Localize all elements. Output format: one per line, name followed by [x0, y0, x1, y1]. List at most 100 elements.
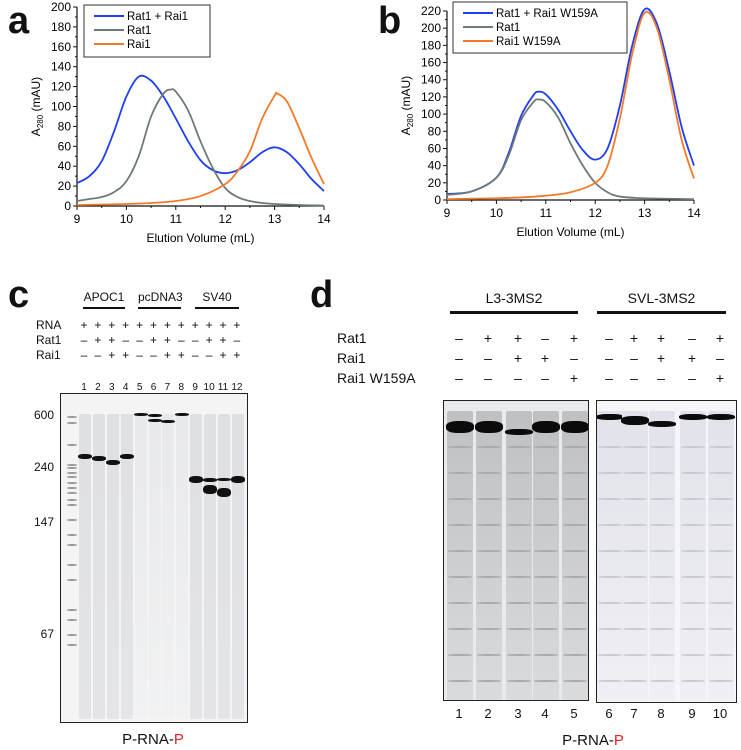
- minor-band: [448, 628, 472, 630]
- x-tick-label: 14: [687, 206, 701, 220]
- condition-label: Rai1 W159A: [337, 370, 416, 386]
- minor-band: [534, 498, 558, 500]
- condition-label: Rai1: [337, 350, 366, 366]
- condition-symbol: –: [191, 348, 199, 362]
- minor-band: [598, 654, 622, 656]
- condition-symbol: –: [541, 370, 549, 386]
- minor-band: [477, 498, 501, 500]
- gel-caption: P-RNA-P: [562, 732, 624, 749]
- minor-band: [650, 446, 674, 448]
- minor-band: [598, 628, 622, 630]
- minor-band: [650, 628, 674, 630]
- minor-band: [507, 654, 531, 656]
- rna-band: [189, 476, 204, 483]
- minor-band: [477, 524, 501, 526]
- lane-smear: [231, 414, 244, 719]
- condition-symbol: +: [715, 370, 725, 386]
- lane-number: 2: [95, 382, 101, 393]
- minor-band: [681, 680, 705, 682]
- y-tick-label: 20: [58, 179, 72, 193]
- rna-band: [91, 456, 106, 461]
- y-tick-label: 180: [51, 20, 71, 34]
- minor-band: [650, 472, 674, 474]
- lane-smear: [708, 411, 734, 701]
- minor-band: [709, 498, 733, 500]
- minor-band: [650, 524, 674, 526]
- minor-band: [623, 472, 647, 474]
- x-tick-label: 11: [170, 212, 183, 226]
- y-tick-label: 120: [421, 90, 441, 104]
- condition-symbol: –: [657, 370, 665, 386]
- x-tick-label: 9: [74, 212, 81, 226]
- lane-number: 11: [217, 382, 229, 393]
- minor-band: [477, 628, 501, 630]
- condition-symbol: +: [569, 370, 579, 386]
- minor-band: [448, 680, 472, 682]
- condition-symbol: –: [484, 350, 492, 366]
- lane-number: 6: [150, 382, 157, 393]
- condition-symbol: –: [630, 370, 638, 386]
- series-line-rai1-w159a: [446, 10, 695, 201]
- condition-symbol: +: [629, 330, 639, 346]
- ladder-band: [67, 467, 77, 469]
- group-label: SV40: [202, 290, 232, 304]
- y-tick-label: 200: [421, 21, 441, 35]
- condition-symbol: –: [136, 348, 143, 362]
- y-tick-label: 100: [51, 100, 71, 114]
- size-marker-label: 240: [33, 460, 54, 474]
- minor-band: [507, 472, 531, 474]
- minor-band: [681, 550, 705, 552]
- condition-symbol: +: [191, 318, 199, 332]
- condition-symbol: +: [122, 348, 130, 362]
- condition-symbol: –: [150, 348, 157, 362]
- minor-band: [598, 472, 622, 474]
- minor-band: [477, 680, 501, 682]
- lane-number: 2: [484, 706, 492, 721]
- minor-band: [709, 576, 733, 578]
- condition-symbol: +: [219, 318, 227, 332]
- minor-band: [448, 446, 472, 448]
- condition-symbol: +: [108, 333, 116, 347]
- legend-label: Rai1 W159A: [496, 36, 561, 48]
- lane-number: 10: [203, 382, 215, 393]
- group-label: APOC1: [83, 290, 125, 304]
- minor-band: [563, 680, 587, 682]
- condition-symbol: +: [656, 330, 666, 346]
- ladder-band: [67, 609, 77, 611]
- lane-smear: [476, 411, 502, 700]
- lane-smear: [79, 414, 91, 719]
- x-tick-label: 11: [540, 206, 553, 220]
- series-line-rat1-rai1: [76, 74, 325, 192]
- y-tick-label: 140: [51, 60, 71, 74]
- caption-phosphate: P: [173, 731, 184, 748]
- ladder-band: [67, 472, 77, 474]
- minor-band: [534, 472, 558, 474]
- minor-band: [681, 498, 705, 500]
- minor-band: [563, 602, 587, 604]
- minor-band: [623, 602, 647, 604]
- minor-band: [448, 550, 472, 552]
- ladder-band: [67, 422, 77, 424]
- group-underline: [450, 311, 578, 314]
- legend-label: Rat1 + Rai1 W159A: [496, 8, 598, 20]
- lane-number: 7: [164, 382, 171, 393]
- condition-symbol: +: [108, 318, 116, 332]
- minor-band: [448, 654, 472, 656]
- lane-smear: [506, 411, 532, 700]
- condition-symbol: –: [630, 350, 638, 366]
- minor-band: [598, 550, 622, 552]
- lane-smear: [680, 411, 706, 701]
- minor-band: [623, 654, 647, 656]
- minor-band: [623, 680, 647, 682]
- gel-image-d-left: [443, 400, 589, 701]
- panel-label-d: d: [310, 274, 334, 316]
- ladder-band: [67, 416, 77, 418]
- minor-band: [507, 628, 531, 630]
- lane-number: 3: [109, 382, 115, 393]
- condition-symbol: +: [656, 350, 666, 366]
- y-axis-label: A280 (mAU): [29, 77, 45, 136]
- group-label: L3-3MS2: [485, 290, 543, 306]
- minor-band: [650, 498, 674, 500]
- x-tick-label: 12: [589, 206, 603, 220]
- ladder-band: [67, 487, 77, 489]
